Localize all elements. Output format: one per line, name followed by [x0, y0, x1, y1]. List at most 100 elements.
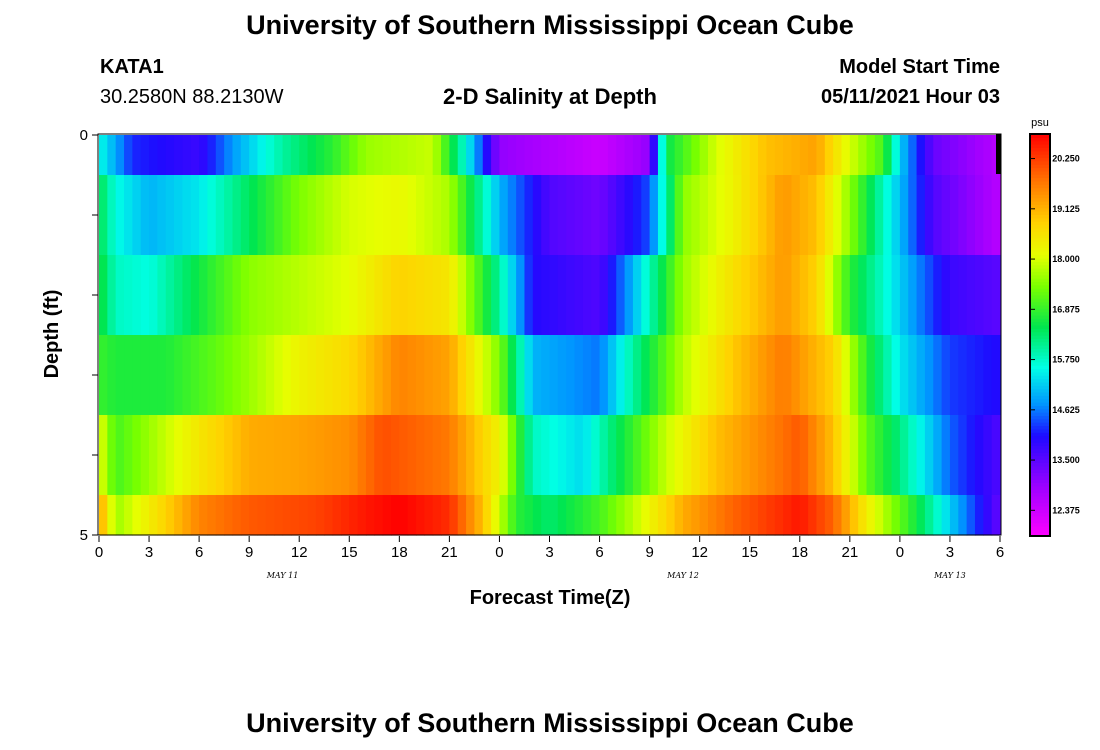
heatmap-cell	[791, 135, 801, 176]
heatmap-cell	[416, 415, 425, 496]
colorbar-segment	[1030, 529, 1050, 534]
colorbar-segment	[1030, 254, 1050, 259]
colorbar-segment	[1030, 174, 1050, 179]
heatmap-cell	[157, 335, 167, 416]
heatmap-cell	[699, 415, 709, 496]
heatmap-cell	[491, 415, 501, 496]
heatmap-cell	[516, 255, 526, 336]
heatmap-cell	[232, 255, 242, 336]
heatmap-cell	[983, 255, 993, 336]
heatmap-cell	[958, 335, 968, 416]
colorbar-tick-label: 14.625	[1052, 405, 1080, 415]
colorbar-segment	[1030, 221, 1050, 226]
heatmap-cell	[833, 135, 843, 176]
colorbar-segment	[1030, 274, 1050, 279]
heatmap-cell	[916, 335, 926, 416]
colorbar-segment	[1030, 462, 1050, 467]
heatmap-cell	[416, 255, 425, 336]
heatmap-cell	[883, 135, 893, 176]
heatmap-cell	[416, 495, 425, 536]
heatmap-cell	[374, 255, 384, 336]
x-tick-label: 6	[195, 544, 203, 561]
heatmap-cell	[899, 135, 909, 176]
colorbar-segment	[1030, 308, 1050, 313]
heatmap-cell	[315, 495, 325, 536]
heatmap-cell	[466, 135, 476, 176]
colorbar-segment	[1030, 499, 1050, 504]
x-tick-label: 18	[791, 544, 808, 561]
heatmap-cell	[666, 175, 676, 256]
heatmap-cell	[616, 175, 626, 256]
heatmap-cell	[315, 175, 325, 256]
heatmap-cell	[657, 415, 667, 496]
heatmap-cell	[249, 135, 259, 176]
heatmap-cell	[257, 135, 267, 176]
heatmap-cell	[949, 255, 959, 336]
heatmap-cell	[874, 415, 884, 496]
heatmap-cell	[557, 135, 567, 176]
heatmap-cell	[457, 415, 467, 496]
colorbar-segment	[1030, 368, 1050, 373]
heatmap-cell	[783, 415, 793, 496]
heatmap-cell	[582, 255, 592, 336]
heatmap-cell	[365, 135, 375, 176]
heatmap-cell	[524, 255, 534, 336]
heatmap-cell	[532, 175, 542, 256]
heatmap-cell	[724, 135, 734, 176]
heatmap-cell	[682, 495, 692, 536]
colorbar-segment	[1030, 438, 1050, 443]
heatmap-cell	[199, 135, 209, 176]
heatmap-cell	[816, 495, 826, 536]
heatmap-cell	[532, 495, 542, 536]
heatmap-cell	[874, 175, 884, 256]
heatmap-cell	[808, 335, 818, 416]
heatmap-cell	[541, 495, 551, 536]
heatmap-cell	[357, 335, 367, 416]
heatmap-cell	[758, 175, 767, 256]
heatmap-cell	[866, 495, 876, 536]
heatmap-cell	[532, 135, 542, 176]
heatmap-cell	[524, 495, 534, 536]
heatmap-cell	[499, 495, 509, 536]
heatmap-cell	[140, 415, 150, 496]
heatmap-cell	[215, 415, 225, 496]
colorbar-segment	[1030, 532, 1050, 537]
heatmap-cell	[240, 135, 250, 176]
heatmap-cell	[958, 415, 968, 496]
heatmap-cell	[557, 175, 567, 256]
heatmap-cell	[307, 495, 317, 536]
heatmap-cell	[165, 135, 175, 176]
heatmap-cell	[315, 255, 325, 336]
heatmap-cell	[774, 495, 784, 536]
x-tick-label: 15	[741, 544, 758, 561]
heatmap-cell	[257, 175, 267, 256]
heatmap-cell	[866, 335, 876, 416]
heatmap-cell	[274, 175, 284, 256]
heatmap-cell	[516, 335, 526, 416]
heatmap-cell	[416, 335, 425, 416]
heatmap-cell	[457, 255, 467, 336]
heatmap-row	[99, 415, 1001, 496]
heatmap-cell	[524, 175, 534, 256]
colorbar-segment	[1030, 375, 1050, 380]
heatmap-cell	[816, 255, 826, 336]
heatmap-cell	[132, 415, 142, 496]
heatmap-cell	[365, 415, 375, 496]
colorbar-segment	[1030, 385, 1050, 390]
heatmap-cell	[174, 135, 184, 176]
x-tick-label: 12	[291, 544, 308, 561]
heatmap-cell	[824, 335, 834, 416]
heatmap-cell	[157, 255, 167, 336]
heatmap-cell	[340, 135, 350, 176]
colorbar-segment	[1030, 167, 1050, 172]
x-tick-label: 18	[391, 544, 408, 561]
heatmap-cell	[641, 415, 651, 496]
colorbar-segment	[1030, 147, 1050, 152]
heatmap-cell	[749, 255, 759, 336]
heatmap-cell	[516, 415, 526, 496]
colorbar-segment	[1030, 472, 1050, 477]
heatmap-cell	[140, 255, 150, 336]
heatmap-cell	[941, 415, 951, 496]
heatmap-cell	[983, 335, 993, 416]
heatmap-cell	[866, 255, 876, 336]
